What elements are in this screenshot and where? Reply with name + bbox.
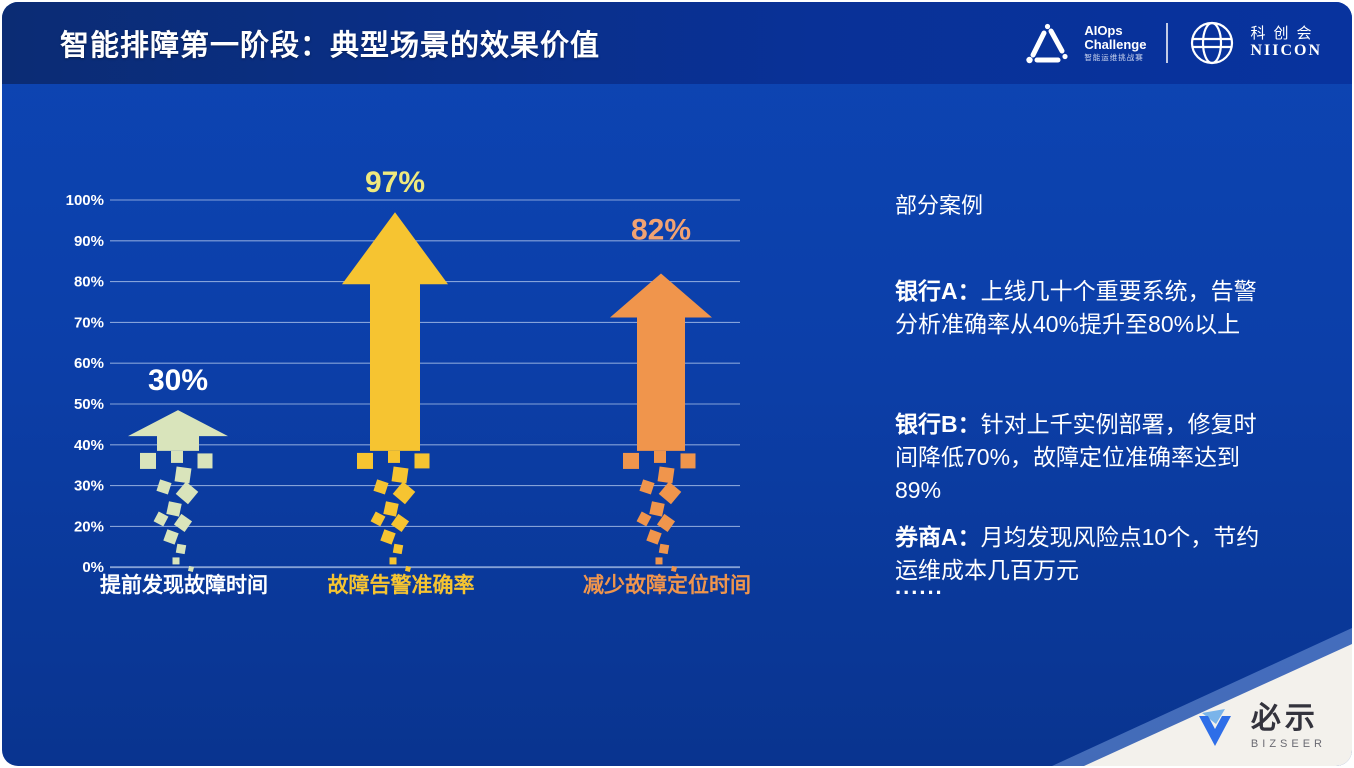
svg-text:30%: 30% xyxy=(74,478,104,495)
case-broker-a-name: 券商A： xyxy=(895,524,981,550)
bizseer-en: BIZSEER xyxy=(1250,738,1326,750)
svg-text:20%: 20% xyxy=(74,518,104,535)
svg-text:30%: 30% xyxy=(148,364,208,397)
aiops-challenge-icon xyxy=(1026,23,1068,64)
aiops-line2: Challenge xyxy=(1084,36,1147,52)
logo-divider xyxy=(1166,23,1169,63)
svg-text:60%: 60% xyxy=(74,355,104,372)
svg-text:故障告警准确率: 故障告警准确率 xyxy=(328,573,475,597)
svg-text:97%: 97% xyxy=(365,166,425,199)
bizseer-wordmark: 必示 BIZSEER xyxy=(1251,704,1326,750)
svg-text:0%: 0% xyxy=(82,559,104,576)
case-bank-a-text: 上线几十个重要系统，告警分析准确率从40%提升至80%以上 xyxy=(895,278,1257,337)
bizseer-chevron-icon xyxy=(1198,709,1231,746)
svg-text:90%: 90% xyxy=(74,233,104,250)
svg-text:提前发现故障时间: 提前发现故障时间 xyxy=(100,573,268,597)
case-bank-a: 银行A：上线几十个重要系统，告警分析准确率从40%提升至80%以上 xyxy=(895,275,1261,341)
case-bank-b-name: 银行B： xyxy=(895,411,981,437)
svg-text:100%: 100% xyxy=(66,192,104,209)
svg-text:82%: 82% xyxy=(631,213,691,246)
svg-text:50%: 50% xyxy=(74,396,104,413)
case-bank-b: 银行B：针对上千实例部署，修复时间降低70%，故障定位准确率达到89% xyxy=(895,408,1261,507)
aiops-line1: AIOps xyxy=(1084,22,1123,38)
svg-text:40%: 40% xyxy=(74,437,104,454)
niicon-en: NIICON xyxy=(1250,42,1322,60)
page-title: 智能排障第一阶段：典型场景的效果价值 xyxy=(60,30,601,62)
svg-text:70%: 70% xyxy=(74,314,104,331)
bizseer-cn: 必示 xyxy=(1250,702,1319,735)
case-broker-a-text: 月均发现风险点10个，节约运维成本几百万元 xyxy=(895,524,1260,583)
case-ellipsis: ...... xyxy=(895,574,944,599)
niicon-cn: 科创会 xyxy=(1250,25,1320,42)
niicon-wordmark: 科创会 NIICON xyxy=(1250,26,1322,60)
case-bank-b-text: 针对上千实例部署，修复时间降低70%，故障定位准确率达到89% xyxy=(895,411,1257,503)
svg-text:80%: 80% xyxy=(74,274,104,291)
case-panel-heading: 部分案例 xyxy=(895,193,984,218)
aiops-subtitle: 智能运维挑战赛 xyxy=(1084,53,1144,63)
case-bank-a-name: 银行A： xyxy=(895,278,981,304)
header-logos: AIOps Challenge 智能运维挑战赛 科创会 NIICON xyxy=(1024,19,1322,67)
header-band: 智能排障第一阶段：典型场景的效果价值 AIOps Challenge 智能运维挑… xyxy=(2,2,1352,84)
niicon-globe-icon xyxy=(1191,21,1234,65)
case-broker-a: 券商A：月均发现风险点10个，节约运维成本几百万元 xyxy=(895,521,1261,587)
bizseer-logo: 必示 BIZSEER xyxy=(1195,704,1326,750)
svg-text:减少故障定位时间: 减少故障定位时间 xyxy=(583,573,751,597)
effect-value-chart-svg: 100% 90% 80% 70% 60% 50% 40% 30% 20% 0% 30% 提前发现故障时… xyxy=(66,166,751,597)
effect-value-chart: 100% 90% 80% 70% 60% 50% 40% 30% 20% 0% 30% 提前发现故障时… xyxy=(60,160,762,634)
aiops-challenge-wordmark: AIOps Challenge 智能运维挑战赛 xyxy=(1084,24,1146,62)
